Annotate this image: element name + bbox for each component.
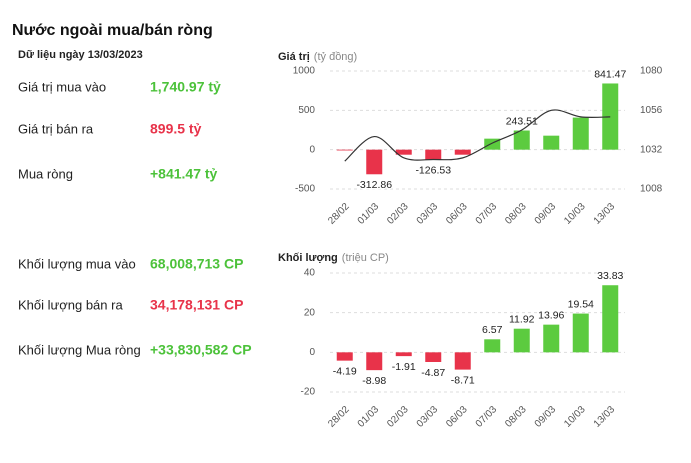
bar [425, 149, 442, 160]
x-tick-label: 06/03 [444, 201, 470, 227]
stat-value: +841.47 tỷ [150, 166, 218, 182]
y-tick-label: 20 [304, 307, 316, 318]
x-tick-label: 10/03 [562, 201, 588, 227]
y2-tick-label: 1080 [640, 66, 663, 77]
bar [425, 352, 442, 362]
y-tick-label: 500 [298, 105, 315, 116]
chart-title: Giá trị (tỷ đồng) [278, 51, 357, 63]
data-label: -312.86 [356, 179, 392, 191]
x-tick-label: 03/03 [415, 404, 441, 430]
bar [454, 352, 471, 370]
data-label: 13.96 [538, 309, 564, 321]
x-tick-label: 06/03 [444, 404, 470, 430]
x-tick-label: 01/03 [356, 201, 382, 227]
bar [395, 149, 412, 155]
stat-value: +33,830,582 CP [150, 342, 252, 358]
bar [513, 130, 530, 150]
x-tick-label: 13/03 [592, 404, 618, 430]
data-label: -8.98 [362, 375, 386, 387]
bar [366, 149, 383, 175]
stat-value: 68,008,713 CP [150, 256, 243, 272]
y-tick-label: 0 [309, 347, 315, 358]
date: Dữ liệu ngày 13/03/2023 [18, 49, 143, 61]
chart-title-text: Khối lượng [278, 252, 338, 264]
y-tick-label: 1000 [293, 66, 316, 77]
x-tick-label: 09/03 [533, 201, 559, 227]
bar [366, 352, 383, 371]
stat-label: Giá trị bán ra [18, 121, 94, 136]
x-tick-label: 09/03 [533, 404, 559, 430]
x-tick-label: 08/03 [503, 201, 529, 227]
stat-label: Mua ròng [18, 166, 73, 181]
data-label: 33.83 [597, 270, 623, 282]
bar [543, 324, 560, 353]
bar [484, 138, 501, 150]
bar [454, 149, 471, 155]
data-label: -126.53 [415, 164, 451, 176]
bar [572, 117, 589, 150]
y-tick-label: -20 [301, 387, 316, 398]
stat-label: Khối lượng mua vào [18, 256, 136, 271]
data-label: 19.54 [568, 298, 594, 310]
stat-label: Giá trị mua vào [18, 79, 106, 94]
data-label: 6.57 [482, 324, 503, 336]
x-tick-label: 28/02 [326, 404, 352, 430]
x-tick-label: 03/03 [415, 201, 441, 227]
data-label: -4.87 [421, 367, 445, 379]
y-tick-label: -500 [295, 184, 315, 195]
x-tick-label: 08/03 [503, 404, 529, 430]
x-tick-label: 02/03 [385, 404, 411, 430]
stat-label: Khối lượng bán ra [18, 297, 123, 312]
stat-label: Khối lượng Mua ròng [18, 342, 141, 357]
y2-tick-label: 1032 [640, 144, 663, 155]
stat-value: 1,740.97 tỷ [150, 79, 221, 95]
x-tick-label: 10/03 [562, 404, 588, 430]
chart-title: Khối lượng (triệu CP) [278, 252, 389, 264]
bar [484, 339, 501, 353]
y2-tick-label: 1008 [640, 184, 663, 195]
x-tick-label: 01/03 [356, 404, 382, 430]
y2-tick-label: 1056 [640, 105, 663, 116]
chart-unit: (tỷ đồng) [314, 51, 357, 63]
data-label: -1.91 [392, 361, 416, 373]
bar [395, 352, 412, 357]
stat-value: 899.5 tỷ [150, 121, 202, 137]
x-tick-label: 07/03 [474, 404, 500, 430]
data-label: -8.71 [451, 374, 475, 386]
bar [602, 285, 619, 353]
y-tick-label: 40 [304, 268, 316, 279]
x-tick-label: 28/02 [326, 201, 352, 227]
data-label: -4.19 [333, 365, 357, 377]
line [344, 109, 611, 162]
bar [572, 313, 589, 353]
x-tick-label: 13/03 [592, 201, 618, 227]
bar [543, 135, 560, 150]
bar [336, 352, 353, 361]
data-label: 11.92 [509, 313, 535, 325]
x-tick-label: 02/03 [385, 201, 411, 227]
x-tick-label: 07/03 [474, 201, 500, 227]
chart-unit: (triệu CP) [342, 252, 389, 264]
y-tick-label: 0 [309, 144, 315, 155]
title: Nước ngoài mua/bán ròng [12, 22, 213, 39]
chart-title-text: Giá trị [278, 51, 310, 63]
data-label: 841.47 [594, 68, 626, 80]
bar [336, 149, 353, 151]
bar [513, 328, 530, 353]
stat-value: 34,178,131 CP [150, 297, 243, 313]
